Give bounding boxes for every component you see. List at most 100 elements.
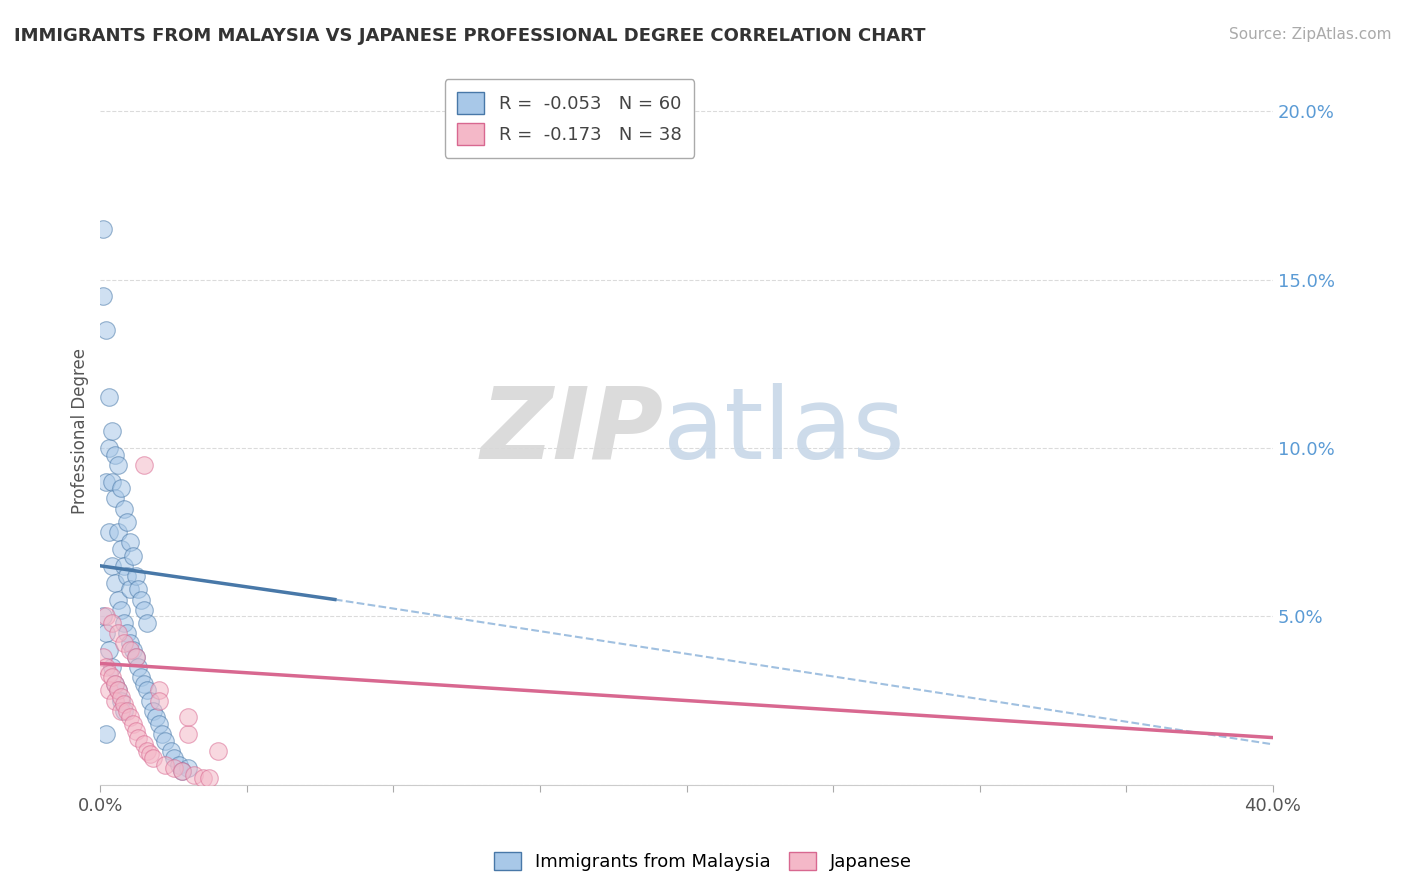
Point bbox=[104, 693, 127, 707]
Point bbox=[98, 391, 121, 405]
Point bbox=[107, 683, 129, 698]
Point bbox=[101, 670, 124, 684]
Point bbox=[121, 549, 143, 563]
Point bbox=[162, 751, 184, 765]
Point bbox=[101, 475, 124, 489]
Point bbox=[96, 475, 118, 489]
Point bbox=[131, 670, 153, 684]
Point bbox=[172, 764, 194, 779]
Text: ZIP: ZIP bbox=[481, 383, 664, 480]
Point bbox=[148, 683, 170, 698]
Point bbox=[134, 602, 156, 616]
Point bbox=[139, 693, 162, 707]
Point bbox=[136, 744, 159, 758]
Point bbox=[96, 323, 118, 337]
Point bbox=[115, 626, 138, 640]
Point bbox=[118, 535, 141, 549]
Point bbox=[121, 717, 143, 731]
Point bbox=[91, 649, 114, 664]
Point bbox=[110, 481, 132, 495]
Point bbox=[96, 660, 118, 674]
Point bbox=[177, 727, 200, 741]
Point bbox=[177, 710, 200, 724]
Text: IMMIGRANTS FROM MALAYSIA VS JAPANESE PROFESSIONAL DEGREE CORRELATION CHART: IMMIGRANTS FROM MALAYSIA VS JAPANESE PRO… bbox=[14, 27, 925, 45]
Point bbox=[134, 458, 156, 472]
Point bbox=[153, 757, 176, 772]
Point bbox=[121, 643, 143, 657]
Point bbox=[112, 616, 135, 631]
Point bbox=[118, 636, 141, 650]
Point bbox=[150, 727, 173, 741]
Point bbox=[91, 289, 114, 303]
Point bbox=[107, 592, 129, 607]
Point bbox=[159, 744, 181, 758]
Text: atlas: atlas bbox=[664, 383, 905, 480]
Point bbox=[127, 731, 149, 745]
Point bbox=[118, 710, 141, 724]
Point bbox=[148, 693, 170, 707]
Point bbox=[134, 676, 156, 690]
Point bbox=[107, 626, 129, 640]
Point bbox=[115, 704, 138, 718]
Point bbox=[124, 723, 146, 738]
Point bbox=[104, 676, 127, 690]
Point bbox=[172, 764, 194, 779]
Point bbox=[115, 569, 138, 583]
Point bbox=[101, 660, 124, 674]
Point bbox=[127, 582, 149, 597]
Point bbox=[104, 575, 127, 590]
Point bbox=[110, 541, 132, 556]
Point bbox=[110, 602, 132, 616]
Point bbox=[98, 525, 121, 540]
Point bbox=[124, 649, 146, 664]
Point bbox=[131, 592, 153, 607]
Point bbox=[145, 710, 167, 724]
Point bbox=[98, 666, 121, 681]
Point bbox=[96, 626, 118, 640]
Point bbox=[198, 771, 221, 785]
Point bbox=[101, 558, 124, 573]
Point bbox=[169, 757, 191, 772]
Point bbox=[107, 683, 129, 698]
Point bbox=[118, 582, 141, 597]
Point bbox=[98, 683, 121, 698]
Legend: R =  -0.053   N = 60, R =  -0.173   N = 38: R = -0.053 N = 60, R = -0.173 N = 38 bbox=[444, 79, 695, 158]
Point bbox=[112, 704, 135, 718]
Point bbox=[177, 761, 200, 775]
Point bbox=[110, 690, 132, 705]
Point bbox=[104, 448, 127, 462]
Point bbox=[96, 727, 118, 741]
Point bbox=[148, 717, 170, 731]
Point bbox=[98, 643, 121, 657]
Point bbox=[183, 767, 205, 781]
Point bbox=[139, 747, 162, 762]
Point bbox=[110, 704, 132, 718]
Point bbox=[124, 649, 146, 664]
Point bbox=[112, 636, 135, 650]
Point bbox=[142, 704, 165, 718]
Point bbox=[112, 558, 135, 573]
Point bbox=[110, 693, 132, 707]
Point bbox=[101, 424, 124, 438]
Legend: Immigrants from Malaysia, Japanese: Immigrants from Malaysia, Japanese bbox=[486, 845, 920, 879]
Point bbox=[134, 737, 156, 751]
Point bbox=[153, 734, 176, 748]
Point bbox=[101, 616, 124, 631]
Point bbox=[191, 771, 214, 785]
Point bbox=[207, 744, 229, 758]
Point bbox=[162, 761, 184, 775]
Point bbox=[104, 491, 127, 506]
Point bbox=[136, 616, 159, 631]
Point bbox=[112, 697, 135, 711]
Text: Source: ZipAtlas.com: Source: ZipAtlas.com bbox=[1229, 27, 1392, 42]
Point bbox=[124, 569, 146, 583]
Point bbox=[127, 660, 149, 674]
Point bbox=[112, 501, 135, 516]
Point bbox=[142, 751, 165, 765]
Point bbox=[136, 683, 159, 698]
Point bbox=[104, 676, 127, 690]
Point bbox=[118, 643, 141, 657]
Point bbox=[96, 609, 118, 624]
Y-axis label: Professional Degree: Professional Degree bbox=[72, 348, 89, 514]
Point bbox=[98, 441, 121, 455]
